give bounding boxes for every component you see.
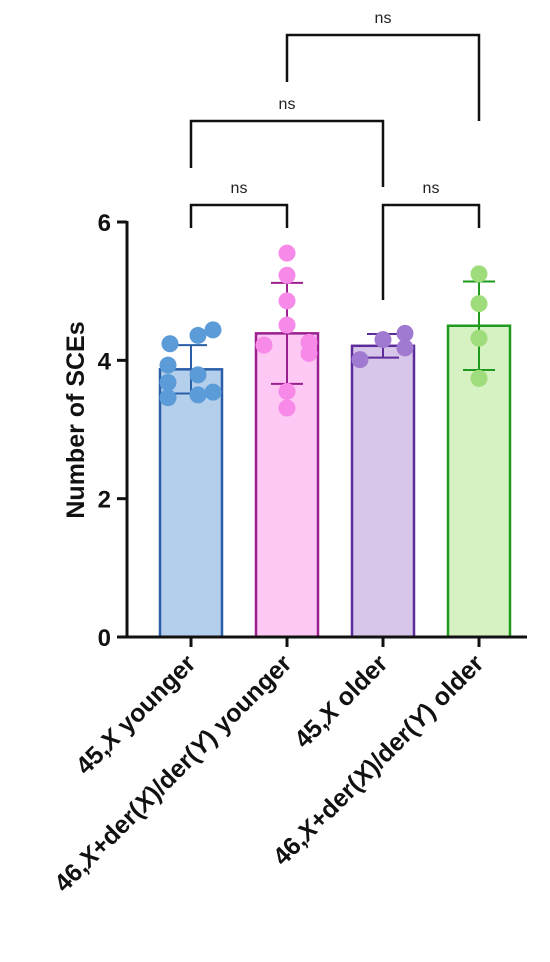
data-point-group-2 xyxy=(278,382,296,400)
data-point-group-4 xyxy=(470,295,488,313)
data-point-group-3 xyxy=(396,324,414,342)
significance-bracket-1: ns xyxy=(189,180,289,228)
significance-label: ns xyxy=(279,96,296,113)
x-tick-label-part: ) older xyxy=(415,649,489,723)
data-point-group-2 xyxy=(255,336,273,354)
x-tick-label-part: older xyxy=(325,649,393,717)
y-axis-label: Number of SCEs xyxy=(62,321,90,518)
y-tick-label: 6 xyxy=(98,210,111,237)
data-point-group-1 xyxy=(189,366,207,384)
bar-1 xyxy=(158,368,224,639)
bracket-line xyxy=(189,203,289,228)
data-point-group-2 xyxy=(278,266,296,284)
data-point-group-1 xyxy=(159,373,177,391)
y-tick-label: 2 xyxy=(98,487,111,514)
data-point-group-3 xyxy=(374,331,392,349)
data-point-group-1 xyxy=(189,386,207,404)
data-point-group-1 xyxy=(189,326,207,344)
data-point-group-4 xyxy=(470,369,488,387)
data-point-group-4 xyxy=(470,329,488,347)
bracket-line xyxy=(381,203,481,300)
x-tick-label-part: ) younger xyxy=(197,649,298,750)
data-point-group-4 xyxy=(470,265,488,283)
data-point-group-1 xyxy=(161,335,179,353)
data-point-group-3 xyxy=(351,351,369,369)
data-point-group-3 xyxy=(396,339,414,357)
significance-bracket-3: ns xyxy=(189,96,385,187)
data-point-group-1 xyxy=(204,321,222,339)
significance-bracket-2: ns xyxy=(381,180,481,300)
data-point-group-2 xyxy=(278,292,296,310)
y-tick-label: 0 xyxy=(98,625,111,652)
bracket-line xyxy=(189,119,385,187)
significance-bracket-4: ns xyxy=(285,10,481,121)
data-point-group-2 xyxy=(278,244,296,262)
data-point-group-2 xyxy=(278,399,296,417)
data-point-group-2 xyxy=(278,316,296,334)
significance-label: ns xyxy=(231,180,248,197)
bracket-line xyxy=(285,33,481,121)
significance-label: ns xyxy=(423,180,440,197)
x-tick-label-3: 45,X older xyxy=(289,649,394,754)
data-point-group-1 xyxy=(204,383,222,401)
data-point-group-2 xyxy=(300,344,318,362)
data-point-group-1 xyxy=(159,356,177,374)
bar-3 xyxy=(350,344,416,639)
x-tick-label-part: younger xyxy=(107,649,202,744)
significance-label: ns xyxy=(375,10,392,27)
y-tick-label: 4 xyxy=(98,348,112,375)
data-point-group-1 xyxy=(159,389,177,407)
